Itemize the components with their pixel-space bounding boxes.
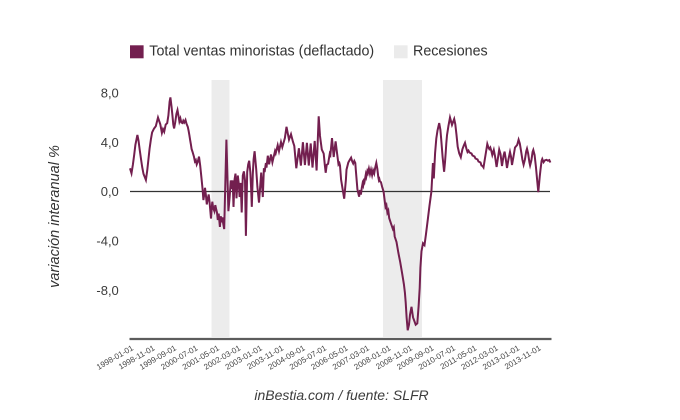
svg-text:Total ventas minoristas (defla: Total ventas minoristas (deflactado) xyxy=(149,44,374,60)
svg-text:variación interanual %: variación interanual % xyxy=(47,145,63,288)
svg-text:0,0: 0,0 xyxy=(101,184,119,199)
svg-text:-8,0: -8,0 xyxy=(96,283,118,298)
svg-text:8,0: 8,0 xyxy=(101,86,119,101)
svg-text:-4,0: -4,0 xyxy=(96,234,118,249)
svg-text:Recesiones: Recesiones xyxy=(413,44,488,60)
svg-text:4,0: 4,0 xyxy=(101,135,119,150)
svg-text:inBestia.com / fuente: SLFR: inBestia.com / fuente: SLFR xyxy=(254,387,428,403)
